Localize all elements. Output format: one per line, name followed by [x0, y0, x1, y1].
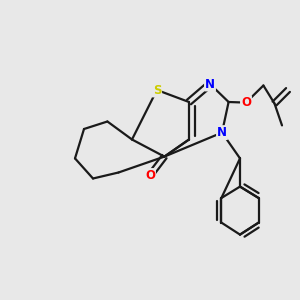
Text: O: O — [145, 169, 155, 182]
Text: S: S — [153, 83, 161, 97]
Text: N: N — [217, 126, 227, 139]
Text: O: O — [241, 96, 251, 109]
Text: N: N — [205, 77, 215, 91]
